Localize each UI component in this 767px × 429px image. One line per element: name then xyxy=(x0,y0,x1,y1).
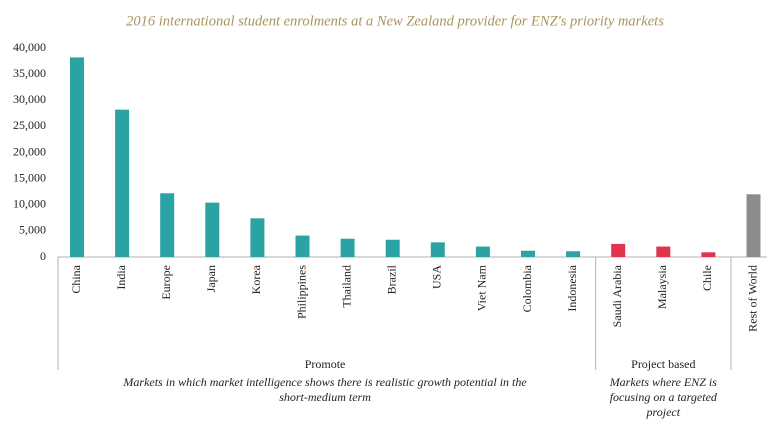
x-tick-label: Viet Nam xyxy=(475,264,489,311)
x-tick-label: Korea xyxy=(249,264,263,294)
y-tick-label: 15,000 xyxy=(13,170,46,184)
y-tick-label: 5,000 xyxy=(19,223,46,237)
x-tick-label: Chile xyxy=(700,265,714,291)
group-description: project xyxy=(646,405,681,419)
bar xyxy=(430,242,445,257)
bar xyxy=(205,202,220,257)
y-tick-label: 0 xyxy=(40,249,46,263)
y-tick-label: 20,000 xyxy=(13,144,46,158)
x-tick-label: Saudi Arabia xyxy=(610,264,624,327)
bar xyxy=(701,252,716,257)
bar xyxy=(115,109,130,257)
x-tick-label: Thailand xyxy=(339,265,353,308)
bar xyxy=(611,243,626,257)
bar xyxy=(295,235,310,257)
x-tick-label: China xyxy=(69,264,83,293)
x-tick-label: Malaysia xyxy=(655,264,669,309)
x-tick-label: Rest of World xyxy=(745,265,759,332)
group-description: Markets where ENZ is xyxy=(609,375,718,389)
bar xyxy=(475,246,490,257)
bar xyxy=(70,57,84,257)
x-tick-label: Europe xyxy=(159,265,173,300)
x-tick-label: Philippines xyxy=(294,265,308,319)
y-tick-label: 35,000 xyxy=(13,66,46,80)
bar xyxy=(250,218,265,257)
x-tick-label: Japan xyxy=(204,265,218,292)
x-tick-label: India xyxy=(114,264,128,289)
y-tick-label: 25,000 xyxy=(13,118,46,132)
group-description: short-medium term xyxy=(279,390,371,404)
x-tick-label: Indonesia xyxy=(565,264,579,311)
bar xyxy=(160,193,175,257)
y-tick-label: 30,000 xyxy=(13,92,46,106)
x-tick-label: Brazil xyxy=(384,264,398,294)
group-label: Project based xyxy=(631,357,695,371)
bar xyxy=(746,194,761,257)
group-description: Markets in which market intelligence sho… xyxy=(122,375,527,389)
bar xyxy=(656,246,671,257)
group-label: Promote xyxy=(305,357,346,371)
y-tick-label: 10,000 xyxy=(13,197,46,211)
bar xyxy=(566,251,581,257)
x-tick-label: Colombia xyxy=(520,264,534,312)
bar xyxy=(521,250,535,257)
bar xyxy=(340,238,355,257)
bar xyxy=(385,239,400,257)
y-tick-label: 40,000 xyxy=(13,40,46,54)
group-description: focusing on a targeted xyxy=(610,390,718,404)
chart-title: 2016 international student enrolments at… xyxy=(126,13,664,29)
x-tick-label: USA xyxy=(430,265,444,289)
